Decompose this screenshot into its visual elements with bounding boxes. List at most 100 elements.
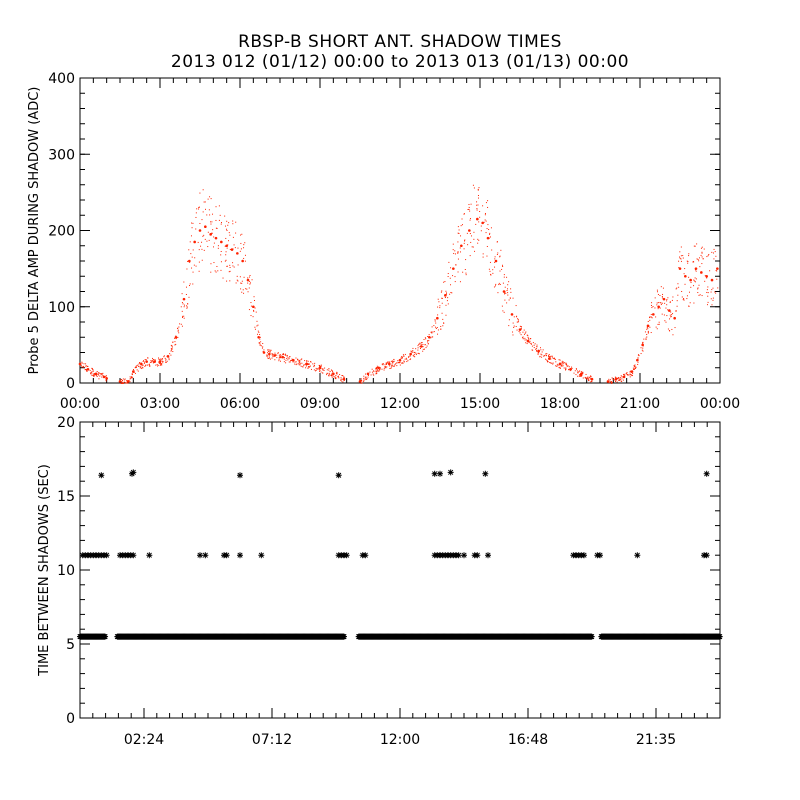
data-point xyxy=(313,366,315,368)
data-point xyxy=(674,327,676,329)
data-point xyxy=(428,335,431,339)
data-point xyxy=(410,358,412,360)
data-point xyxy=(473,187,475,189)
data-point xyxy=(452,267,455,270)
data-point xyxy=(365,379,367,381)
data-point xyxy=(508,299,510,301)
data-point xyxy=(453,252,455,254)
data-point xyxy=(410,350,412,352)
data-point xyxy=(259,343,261,345)
data-point xyxy=(185,286,187,288)
x-tick-label-top-panel: 09:00 xyxy=(300,396,340,412)
data-point xyxy=(450,267,452,269)
data-point xyxy=(336,371,338,373)
data-point xyxy=(529,338,531,340)
data-point xyxy=(589,375,591,377)
data-point xyxy=(154,360,156,362)
data-point xyxy=(450,291,452,293)
data-point xyxy=(659,302,661,304)
data-point xyxy=(656,302,658,304)
data-point xyxy=(512,297,514,299)
data-point xyxy=(505,292,507,294)
data-point xyxy=(340,379,342,381)
data-point xyxy=(272,353,274,355)
data-point xyxy=(387,362,389,364)
data-point xyxy=(662,287,664,289)
data-point xyxy=(225,259,227,261)
asterisk-marker xyxy=(343,552,350,559)
data-point xyxy=(138,365,140,367)
data-point xyxy=(170,350,172,352)
data-point xyxy=(105,376,107,378)
data-point xyxy=(713,258,715,260)
data-point xyxy=(507,284,509,286)
data-point xyxy=(623,374,625,376)
data-point xyxy=(307,366,309,368)
data-point xyxy=(105,379,107,381)
data-point xyxy=(468,229,471,232)
data-point xyxy=(214,236,218,240)
data-point xyxy=(519,325,521,327)
data-point xyxy=(152,359,154,361)
data-point xyxy=(409,354,411,356)
data-point xyxy=(577,372,579,374)
data-point xyxy=(697,288,699,290)
data-point xyxy=(187,260,189,262)
data-point xyxy=(513,326,515,328)
data-point xyxy=(263,349,265,351)
data-point xyxy=(441,312,443,314)
data-point xyxy=(575,374,577,376)
y-tick-label-bottom-panel: 15 xyxy=(57,489,75,505)
data-point xyxy=(694,281,696,283)
data-point xyxy=(418,343,420,345)
data-point xyxy=(411,351,413,353)
data-point xyxy=(682,299,684,301)
data-point xyxy=(530,343,532,345)
data-point xyxy=(523,333,525,335)
data-point xyxy=(228,271,230,273)
data-point xyxy=(652,313,655,316)
data-point xyxy=(678,260,680,262)
data-point xyxy=(457,241,459,243)
data-point xyxy=(207,246,209,248)
data-point xyxy=(241,259,244,263)
data-point xyxy=(122,380,124,382)
data-point xyxy=(548,356,550,358)
data-point xyxy=(545,353,547,355)
data-point xyxy=(496,241,498,243)
data-point xyxy=(150,360,152,362)
data-point xyxy=(281,353,283,355)
asterisk-marker xyxy=(237,552,243,559)
data-point xyxy=(522,336,524,338)
data-point xyxy=(561,365,563,367)
data-point xyxy=(436,327,438,329)
data-point xyxy=(375,373,377,375)
data-point xyxy=(523,329,525,331)
data-point xyxy=(656,328,658,330)
data-point xyxy=(437,329,439,331)
data-point xyxy=(550,362,552,364)
data-point xyxy=(590,378,592,380)
data-point xyxy=(163,356,165,358)
data-point xyxy=(401,362,403,364)
data-point xyxy=(559,359,561,361)
data-point xyxy=(181,325,183,327)
data-point xyxy=(701,252,703,254)
asterisk-marker xyxy=(146,552,153,559)
data-point xyxy=(668,309,671,312)
data-point xyxy=(546,359,548,361)
data-point xyxy=(147,364,149,366)
data-point xyxy=(239,276,241,278)
data-point xyxy=(202,235,204,237)
data-point xyxy=(302,366,304,368)
data-point xyxy=(122,383,124,384)
data-point xyxy=(391,360,393,362)
data-point xyxy=(668,330,670,332)
data-point xyxy=(165,361,167,363)
data-point xyxy=(696,243,698,245)
data-point xyxy=(245,288,247,290)
asterisk-marker xyxy=(197,552,203,559)
data-point xyxy=(506,290,508,292)
data-point xyxy=(268,357,270,359)
data-point xyxy=(564,362,566,364)
